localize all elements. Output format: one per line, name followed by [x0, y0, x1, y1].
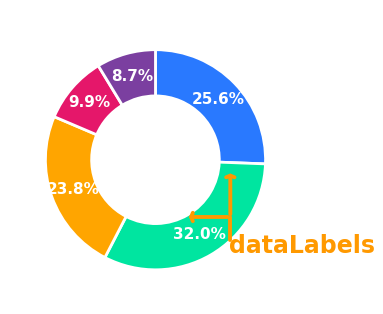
Text: 8.7%: 8.7% [111, 68, 153, 84]
Wedge shape [155, 50, 265, 164]
Text: 23.8%: 23.8% [47, 182, 100, 197]
Text: 9.9%: 9.9% [69, 95, 111, 110]
Wedge shape [46, 117, 126, 257]
Text: 32.0%: 32.0% [173, 227, 226, 242]
Text: 25.6%: 25.6% [192, 92, 245, 107]
Wedge shape [98, 50, 155, 105]
Text: dataLabels: dataLabels [229, 234, 375, 257]
Wedge shape [105, 162, 265, 270]
Wedge shape [54, 66, 122, 135]
